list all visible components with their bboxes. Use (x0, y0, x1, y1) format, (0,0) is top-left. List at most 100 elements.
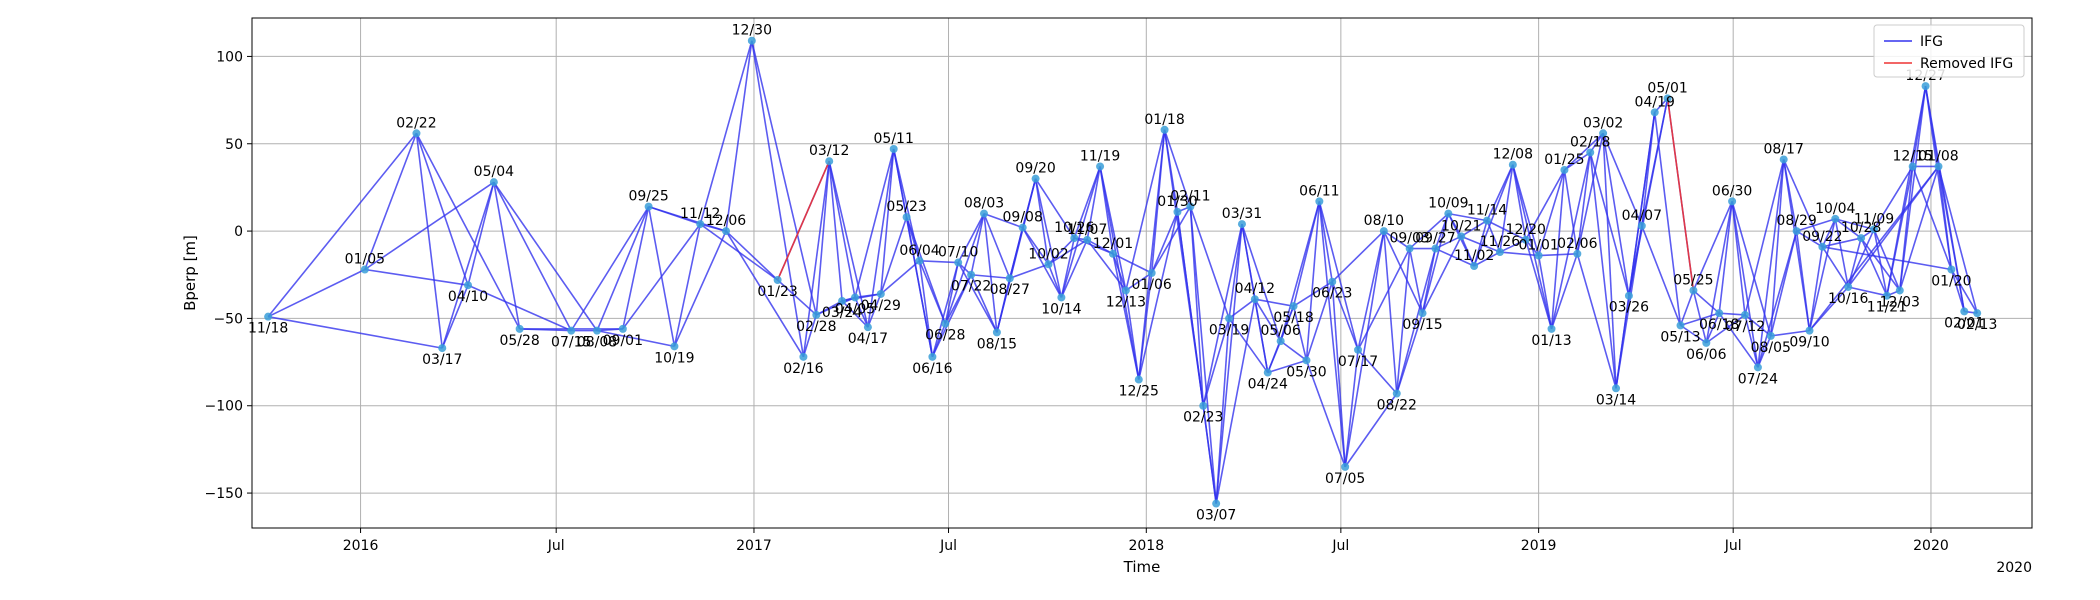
ifg-edge (1125, 129, 1166, 291)
ifg-edge (1163, 129, 1192, 207)
ifg-edge (441, 284, 469, 349)
acquisition-point (644, 202, 653, 211)
ifg-edge (854, 297, 869, 328)
acquisition-date-label: 03/02 (1583, 115, 1623, 131)
acquisition-point (1508, 160, 1517, 169)
acquisition-point (1792, 227, 1801, 236)
ifg-edge (1318, 201, 1346, 467)
ifg-edge (1331, 281, 1346, 467)
acquisition-point (812, 310, 821, 319)
ifg-edge (1073, 166, 1101, 239)
acquisition-date-label: 10/09 (1428, 196, 1468, 212)
acquisition-point (1199, 401, 1208, 410)
ifg-edge (1473, 164, 1514, 267)
acquisition-date-label: 05/18 (1273, 310, 1313, 326)
acquisition-point (941, 319, 950, 328)
acquisition-date-label: 01/13 (1531, 333, 1571, 349)
acquisition-point (618, 324, 627, 333)
acquisition-date-label: 08/08 (577, 335, 617, 351)
acquisition-date-label: 03/07 (1196, 508, 1236, 524)
acquisition-point (1212, 499, 1221, 508)
acquisition-point (799, 352, 808, 361)
ifg-edge (1280, 340, 1307, 361)
ifg-edge (867, 148, 895, 328)
acquisition-point (1044, 260, 1053, 269)
acquisition-point (747, 36, 756, 45)
ifg-edge (364, 268, 469, 287)
acquisition-date-label: 01/05 (345, 252, 385, 268)
ifg-edge (918, 260, 947, 324)
acquisition-date-label: 09/03 (1389, 231, 1429, 247)
ifg-edge (1692, 290, 1708, 344)
acquisition-point (1650, 108, 1659, 117)
ifg-edge (1499, 251, 1539, 257)
acquisition-point (1444, 209, 1453, 218)
x-axis-label: Time (1123, 558, 1161, 576)
ifg-edge (1060, 166, 1101, 298)
ifg-edge (1357, 349, 1398, 395)
acquisition-point (1250, 295, 1259, 304)
acquisition-date-label: 06/11 (1299, 183, 1339, 199)
acquisition-date-label: 11/07 (1067, 222, 1107, 238)
acquisition-point (1869, 225, 1878, 234)
ifg-edge (1550, 152, 1592, 330)
x-axis-ticks: 2016 Jul 2017 Jul 2018 Jul 2019 Jul 2020 (343, 528, 1949, 554)
acquisition-date-label: 04/24 (1248, 377, 1288, 393)
acquisition-point (1844, 282, 1853, 291)
y-tick-label: −100 (205, 399, 243, 415)
acquisition-date-label: 12/06 (706, 213, 746, 229)
acquisition-date-label: 06/30 (1712, 183, 1752, 199)
acquisition-point (515, 324, 524, 333)
acquisition-date-label: 09/20 (1015, 161, 1055, 177)
ifg-edge (1911, 166, 1953, 270)
ifg-edge (1576, 133, 1604, 254)
removed-ifg-edge (1666, 98, 1695, 291)
ifg-edge (1525, 169, 1566, 241)
ifg-edge (1254, 299, 1269, 373)
ifg-edge (802, 161, 831, 357)
ifg-edge (1835, 218, 1875, 231)
acquisition-date-label: 02/11 (1170, 189, 1210, 205)
acquisition-point (1495, 248, 1504, 257)
ifg-edge (1047, 263, 1063, 298)
acquisition-point (1225, 314, 1234, 323)
ifg-edge (1434, 213, 1450, 249)
acquisition-point (1070, 234, 1079, 243)
ifg-edge (1718, 312, 1759, 368)
ifg-edge (1150, 129, 1166, 274)
acquisition-point (1534, 251, 1543, 260)
ifg-edge (802, 314, 818, 358)
x-tick-label: 2016 (343, 538, 379, 554)
ifg-edge (1873, 166, 1914, 230)
ifg-edge (1435, 235, 1462, 250)
ifg-edge (1770, 230, 1798, 337)
acquisition-point (1612, 384, 1621, 393)
ifg-edge (1911, 85, 1927, 167)
ifg-edge (1344, 349, 1359, 467)
acquisition-date-label: 06/18 (1699, 317, 1739, 333)
acquisition-point (1418, 309, 1427, 318)
ifg-edge (1692, 289, 1720, 314)
ifg-edge (1757, 230, 1798, 368)
acquisition-date-label: 08/17 (1764, 141, 1804, 157)
plot-frame (251, 17, 2033, 529)
acquisition-point (1263, 368, 1272, 377)
acquisition-date-label: 12/08 (1493, 147, 1533, 163)
acquisition-point (1599, 129, 1608, 138)
acquisition-point (593, 326, 602, 335)
acquisition-date-label: 04/10 (448, 289, 488, 305)
acquisition-point (1882, 291, 1891, 300)
ifg-edge (1705, 312, 1720, 344)
acquisition-date-label: 10/04 (1815, 201, 1855, 217)
y-tick-label: 50 (225, 137, 243, 153)
x-tick-label: 2019 (1521, 538, 1557, 554)
ifg-edge (880, 148, 895, 295)
ifg-edge (1125, 290, 1140, 380)
ifg-edge (1357, 230, 1385, 351)
acquisition-date-label: 09/10 (1789, 335, 1829, 351)
acquisition-date-label: 11/02 (1454, 248, 1494, 264)
ifg-edge (1641, 225, 1682, 326)
acquisition-point (1805, 326, 1814, 335)
ifg-edge (1770, 159, 1785, 336)
acquisition-point (1831, 214, 1840, 223)
